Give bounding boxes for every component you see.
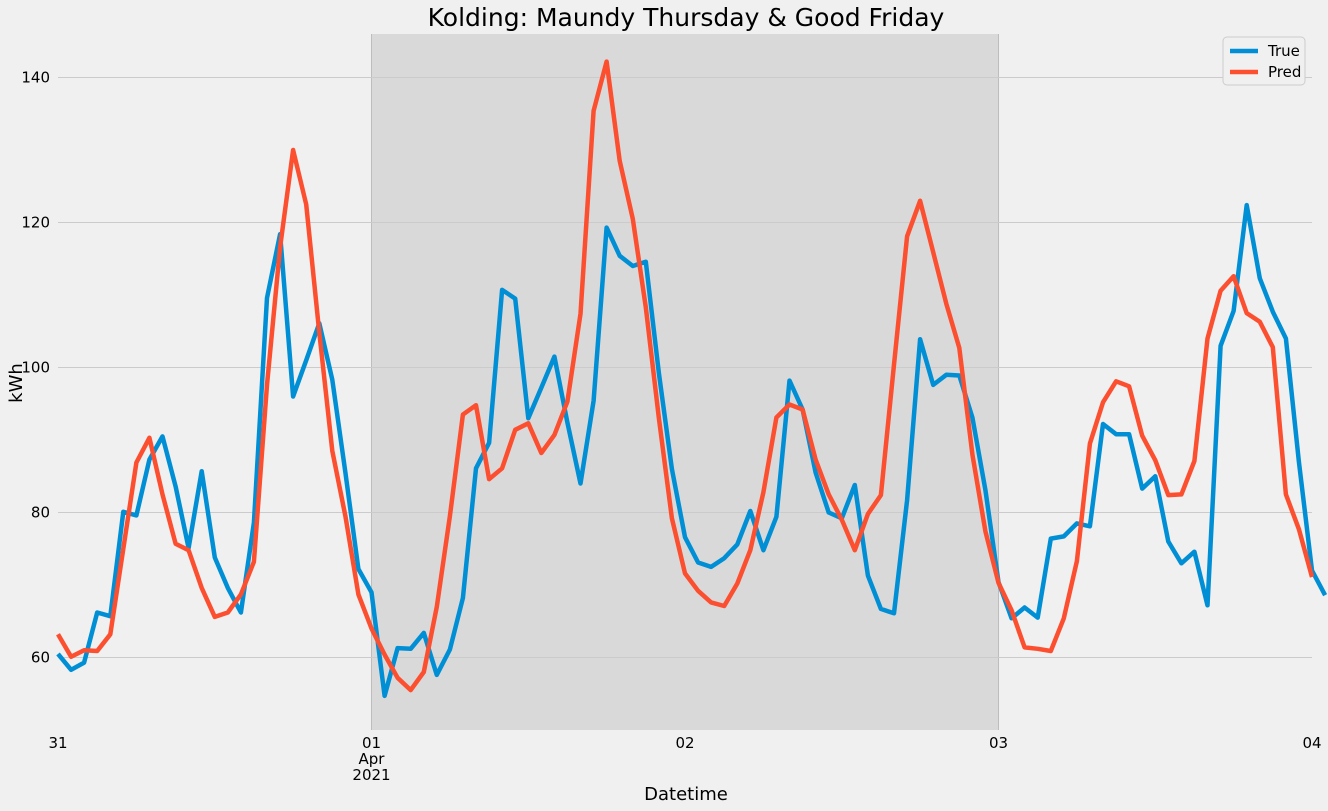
x-tick-label: 03 [989,734,1008,752]
x-tick-label: 02 [675,734,694,752]
legend: True Pred [1222,36,1306,86]
chart-title: Kolding: Maundy Thursday & Good Friday [428,3,945,32]
grid-layer [58,77,1312,658]
x-axis-label: Datetime [644,784,728,805]
legend-label-pred: Pred [1268,63,1301,81]
x-tick-label: 2021 [352,766,390,784]
y-tick-label: 120 [21,214,50,232]
series-layer [56,59,1328,699]
highlight-layer [371,34,999,730]
y-axis-label: kWh [6,363,27,403]
series-line-pred [56,59,1315,693]
y-tick-label: 140 [21,69,50,87]
x-tick-label: 04 [1302,734,1321,752]
y-tick-label: 60 [31,649,50,667]
y-tick-label: 80 [31,504,50,522]
y-tick-label: 100 [21,359,50,377]
x-tick-label: 01 [362,734,381,752]
x-tick-label: 31 [48,734,67,752]
holiday-highlight-band [371,34,999,730]
series-line-true [56,202,1328,699]
x-tick-label: Apr [359,750,386,768]
legend-label-true: True [1267,42,1300,60]
